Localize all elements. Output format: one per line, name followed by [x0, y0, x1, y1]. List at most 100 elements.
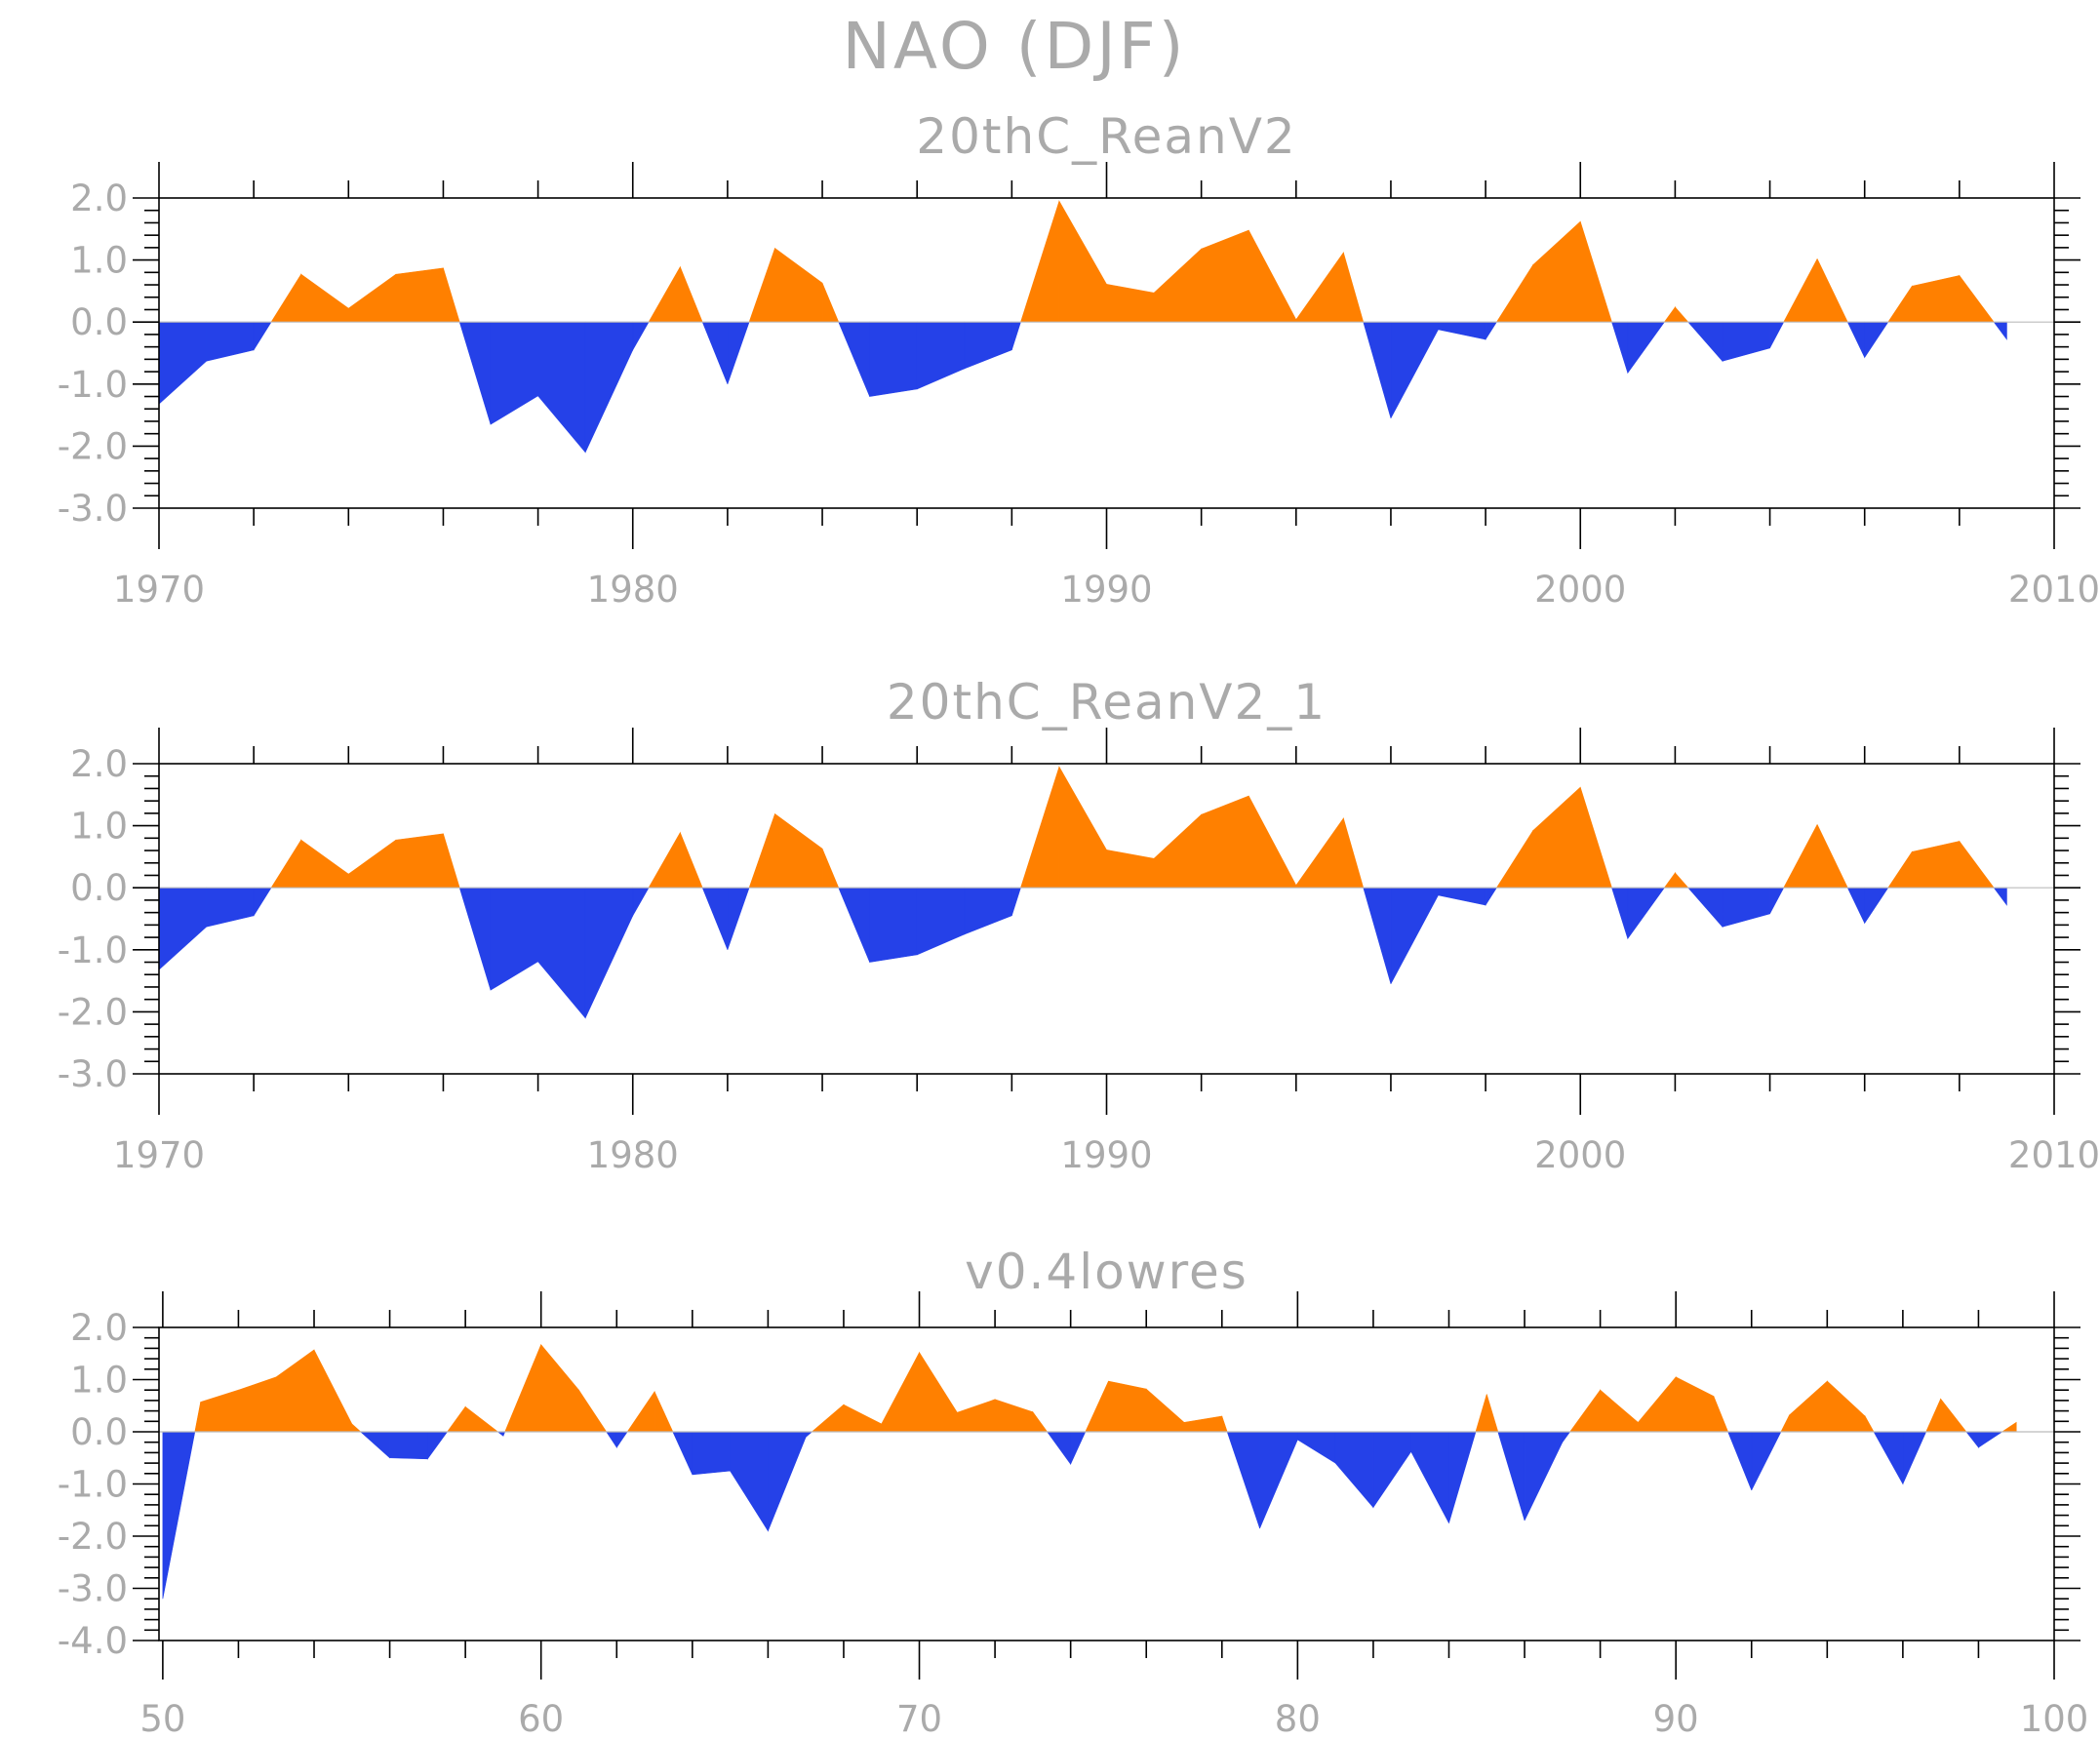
positive-anomaly-area [313, 1349, 353, 1433]
positive-anomaly-area [1568, 1389, 1601, 1433]
panel-title: 20thC_ReanV2_1 [887, 674, 1327, 731]
positive-anomaly-area [1780, 1414, 1790, 1433]
negative-anomaly-area [838, 321, 870, 397]
negative-anomaly-area [1524, 1431, 1564, 1522]
y-tick-label: -3.0 [58, 488, 128, 530]
positive-anomaly-area [1248, 795, 1297, 889]
negative-anomaly-area [1011, 321, 1021, 350]
x-tick-label: 60 [518, 1698, 564, 1740]
positive-anomaly-area [1663, 306, 1676, 323]
y-tick-label: -3.0 [58, 1568, 128, 1610]
x-tick-label: 70 [896, 1698, 942, 1740]
negative-anomaly-area [1611, 887, 1629, 939]
negative-anomaly-area [1727, 1431, 1753, 1491]
negative-anomaly-area [1978, 1431, 2003, 1448]
negative-anomaly-area [1751, 1431, 1782, 1491]
negative-anomaly-area [458, 321, 492, 425]
negative-anomaly-area [537, 887, 586, 1019]
positive-anomaly-area [300, 839, 349, 889]
negative-anomaly-area [672, 1431, 693, 1475]
negative-anomaly-area [1390, 321, 1439, 418]
negative-anomaly-area [1627, 887, 1665, 940]
negative-anomaly-area [615, 1431, 628, 1449]
x-tick-label: 2000 [1534, 1134, 1626, 1176]
positive-anomaly-area [1201, 795, 1249, 889]
negative-anomaly-area [584, 887, 634, 1018]
positive-anomaly-area [1153, 813, 1202, 889]
negative-anomaly-area [730, 1431, 769, 1532]
positive-anomaly-area [1600, 1389, 1639, 1433]
negative-anomaly-area [1769, 321, 1785, 349]
negative-anomaly-area [632, 321, 650, 351]
negative-anomaly-area [1902, 1431, 1927, 1484]
positive-anomaly-area [1475, 1394, 1487, 1433]
y-tick-label: 2.0 [70, 1307, 128, 1349]
negative-anomaly-area [490, 321, 538, 425]
y-tick-label: 2.0 [70, 743, 128, 785]
negative-anomaly-area [1965, 1431, 1979, 1448]
positive-anomaly-area [194, 1402, 201, 1433]
negative-anomaly-area [1864, 887, 1889, 925]
negative-anomaly-area [692, 1431, 731, 1476]
negative-anomaly-area [1226, 1431, 1260, 1529]
x-tick-label: 50 [139, 1698, 185, 1740]
y-tick-label: 1.0 [70, 1360, 128, 1402]
negative-anomaly-area [158, 321, 207, 405]
positive-anomaly-area [1295, 252, 1344, 323]
negative-anomaly-area [496, 1431, 504, 1437]
negative-anomaly-area [1448, 1431, 1477, 1523]
positive-anomaly-area [443, 833, 460, 889]
positive-anomaly-area [1201, 229, 1249, 323]
negative-anomaly-area [1846, 887, 1865, 924]
negative-anomaly-area [1334, 1431, 1374, 1509]
y-tick-label: -1.0 [58, 929, 128, 971]
negative-anomaly-area [1722, 321, 1770, 362]
positive-anomaly-area [1887, 285, 1913, 323]
negative-anomaly-area [1993, 321, 2007, 340]
positive-anomaly-area [1959, 840, 1995, 889]
positive-anomaly-area [821, 283, 840, 323]
positive-anomaly-area [1343, 252, 1365, 323]
negative-anomaly-area [1438, 321, 1486, 340]
negative-anomaly-area [537, 321, 586, 454]
positive-anomaly-area [578, 1389, 608, 1433]
positive-anomaly-area [1911, 275, 1961, 323]
positive-anomaly-area [1183, 1415, 1223, 1433]
negative-anomaly-area [162, 1431, 196, 1600]
positive-anomaly-area [821, 849, 840, 889]
positive-anomaly-area [1940, 1398, 1967, 1433]
positive-anomaly-area [1783, 824, 1818, 889]
positive-anomaly-area [1020, 767, 1060, 889]
negative-anomaly-area [1297, 1431, 1336, 1464]
positive-anomaly-area [347, 839, 397, 889]
positive-anomaly-area [1058, 200, 1107, 323]
positive-anomaly-area [1663, 872, 1676, 889]
positive-anomaly-area [347, 273, 397, 323]
negative-anomaly-area [1363, 321, 1392, 418]
negative-anomaly-area [1562, 1431, 1571, 1443]
y-tick-label: 0.0 [70, 867, 128, 909]
positive-anomaly-area [270, 273, 302, 323]
negative-anomaly-area [1873, 1431, 1904, 1485]
positive-anomaly-area [1675, 306, 1689, 323]
negative-anomaly-area [253, 321, 272, 351]
x-tick-label: 2010 [2008, 569, 2100, 611]
negative-anomaly-area [206, 887, 255, 928]
negative-anomaly-area [1390, 887, 1439, 984]
negative-anomaly-area [1864, 321, 1889, 359]
positive-anomaly-area [300, 273, 349, 323]
negative-anomaly-area [964, 321, 1012, 370]
positive-anomaly-area [748, 248, 775, 323]
positive-anomaly-area [1816, 824, 1848, 889]
negative-anomaly-area [158, 887, 207, 970]
x-tick-label: 1970 [113, 1134, 205, 1176]
negative-anomaly-area [701, 887, 729, 950]
figure-title: NAO (DJF) [842, 9, 1186, 84]
negative-anomaly-area [916, 321, 966, 390]
positive-anomaly-area [648, 831, 681, 889]
negative-anomaly-area [427, 1431, 449, 1460]
positive-anomaly-area [1221, 1415, 1228, 1433]
negative-anomaly-area [701, 321, 729, 384]
positive-anomaly-area [1713, 1396, 1729, 1433]
x-tick-label: 1980 [587, 1134, 679, 1176]
